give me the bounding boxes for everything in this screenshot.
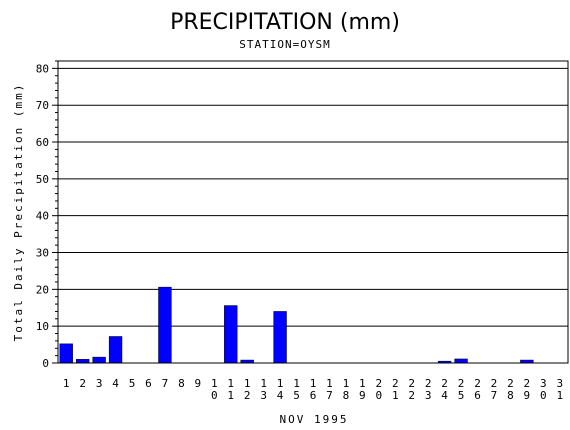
chart-title: PRECIPITATION (mm) — [170, 10, 400, 35]
bar-day-25 — [454, 358, 468, 364]
bar-day-7 — [158, 286, 172, 364]
x-axis: 1 2 3 4 5 6 7 8 9 1 01 11 21 31 41 51 61 71 81 92 02 12 22 32 42… — [63, 377, 563, 402]
y-tick-label: 60 — [36, 136, 49, 149]
plot-frame — [57, 60, 569, 364]
y-tick-label: 40 — [36, 210, 49, 223]
x-tick-label: 9 — [195, 377, 202, 390]
x-tick-label: 2 — [79, 377, 86, 390]
y-axis-label: Total Daily Precipitation (mm) — [12, 83, 25, 342]
bar-day-2 — [76, 359, 90, 364]
y-tick-label: 50 — [36, 173, 49, 186]
y-tick-label: 0 — [42, 357, 49, 370]
x-axis-label: NOV 1995 — [280, 413, 349, 426]
x-tick-label: 3 — [96, 377, 103, 390]
x-tick-label: 8 — [178, 377, 185, 390]
bar-day-1 — [59, 343, 73, 364]
y-tick-label: 70 — [36, 99, 49, 112]
bar-day-4 — [108, 336, 123, 364]
y-tick-label: 30 — [36, 247, 49, 260]
bar-day-14 — [273, 311, 287, 364]
x-tick-label: 4 — [112, 377, 119, 390]
chart-subtitle: STATION=OYSM — [239, 38, 330, 51]
y-tick-label: 80 — [36, 62, 49, 75]
y-tick-label: 20 — [36, 283, 49, 296]
y-tick-label: 10 — [36, 320, 49, 333]
x-tick-label: 5 — [129, 377, 136, 390]
bars — [59, 286, 534, 364]
x-tick-label: 7 — [162, 377, 169, 390]
y-axis: 0 10 20 30 40 50 60 70 80 — [36, 60, 58, 370]
x-tick-label: 1 — [63, 377, 70, 390]
bar-day-11 — [224, 305, 238, 364]
x-tick-label: 6 — [145, 377, 152, 390]
bar-day-3 — [92, 356, 106, 364]
gridlines — [58, 67, 568, 327]
